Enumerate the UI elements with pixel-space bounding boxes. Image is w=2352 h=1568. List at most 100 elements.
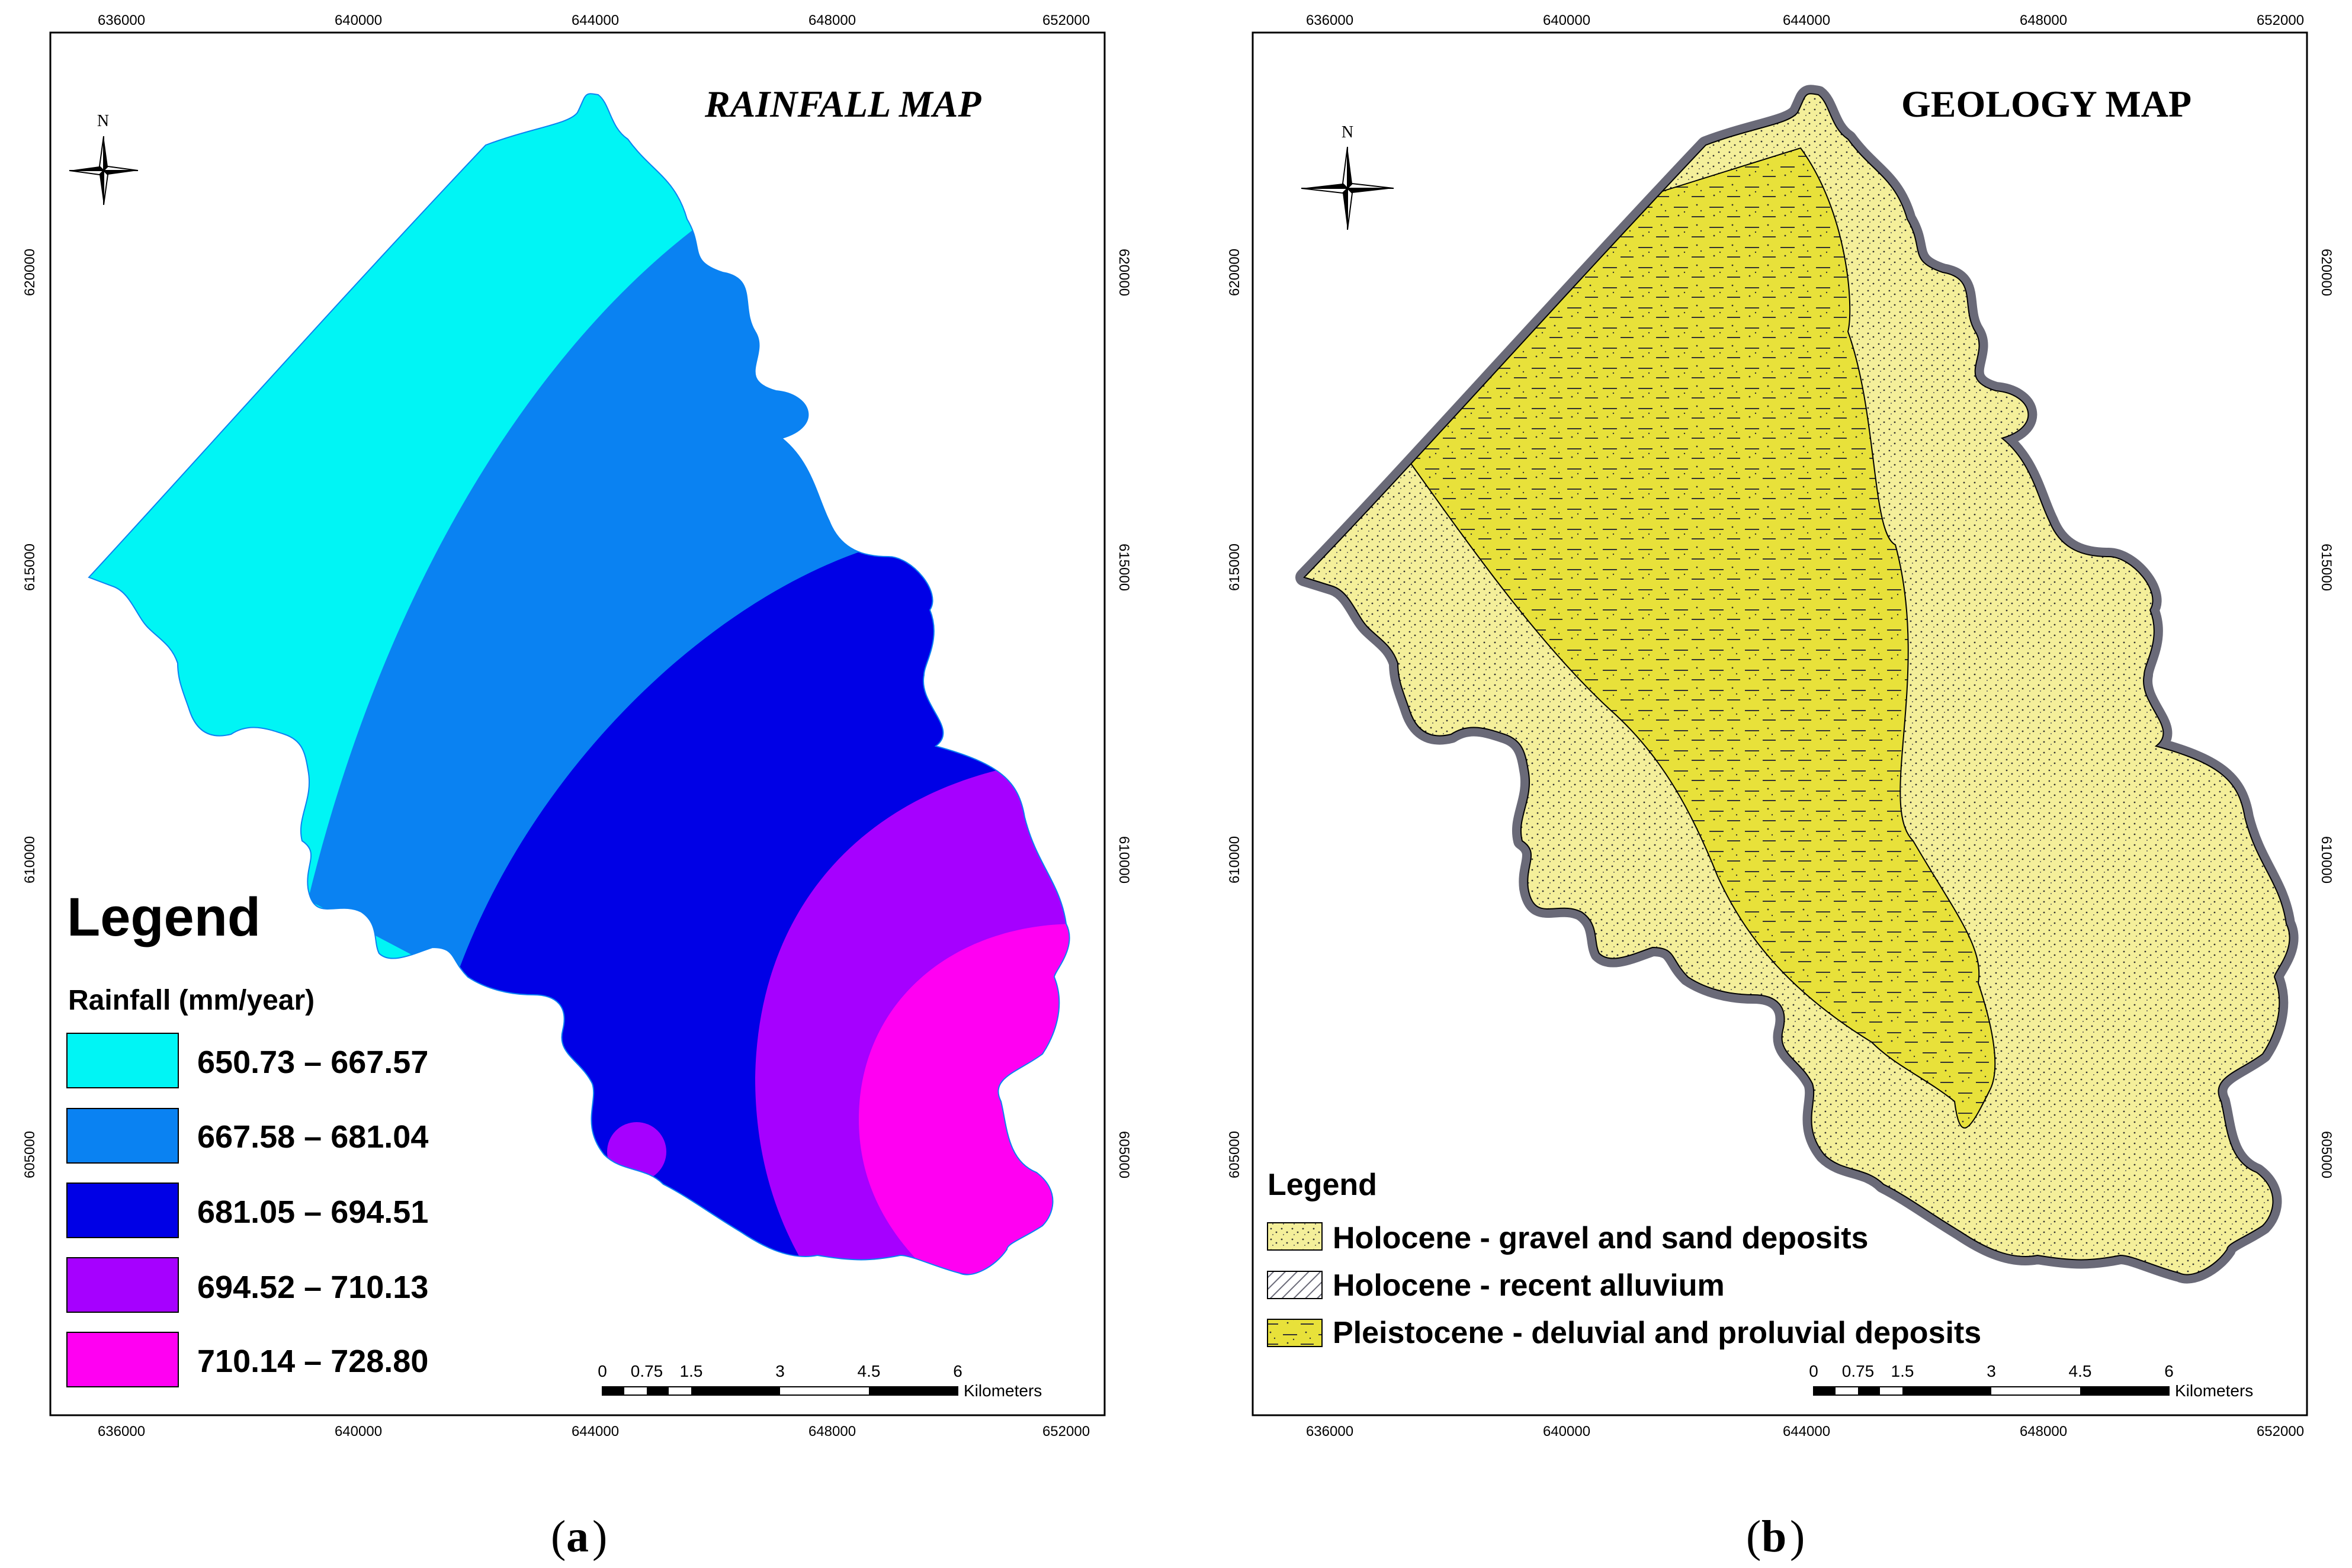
legend-swatch: [66, 1332, 179, 1387]
legend-item: Holocene - gravel and sand deposits: [1267, 1221, 1868, 1255]
north-arrow-icon: N: [1301, 123, 1394, 230]
x-tick-label: 652000: [2257, 1424, 2304, 1440]
panel-b-geology-map: 636000 640000 644000 648000 652000 63600…: [1227, 12, 2334, 1561]
panel-a-scale-bar: 0 0.75 1.5 3 4.5 6 Kilometers: [598, 1362, 1042, 1400]
svg-text:): ): [1790, 1512, 1805, 1561]
svg-text:): ): [592, 1512, 607, 1561]
y-tick-label: 610000: [22, 836, 38, 883]
legend-item: 681.05 – 694.51: [66, 1183, 428, 1238]
y-tick-label: 615000: [2318, 544, 2334, 591]
scale-unit: Kilometers: [964, 1381, 1042, 1400]
legend-item-label: 681.05 – 694.51: [197, 1194, 428, 1230]
x-tick-label: 640000: [335, 12, 382, 28]
y-tick-label: 610000: [1116, 836, 1132, 883]
x-tick-label: 640000: [335, 1424, 382, 1440]
y-tick-label: 615000: [1227, 544, 1243, 591]
caption-letter: a: [566, 1512, 589, 1561]
panel-a-y-ticks-right: 620000 615000 610000 605000: [1116, 249, 1132, 1178]
y-tick-label: 605000: [22, 1131, 38, 1178]
legend-item-label: Holocene - recent alluvium: [1333, 1268, 1725, 1303]
legend-heading: Legend: [1268, 1168, 1377, 1202]
scale-label: 4.5: [2069, 1362, 2092, 1380]
svg-text:(: (: [1746, 1512, 1761, 1561]
panel-a-caption: ( a ): [551, 1512, 607, 1561]
scale-label: 0.75: [1842, 1362, 1875, 1380]
unit-pleistocene: [1408, 147, 1996, 1129]
scale-label: 0: [1809, 1362, 1818, 1380]
x-tick-label: 652000: [1042, 1424, 1090, 1440]
scale-unit: Kilometers: [2175, 1381, 2253, 1400]
panel-b-caption: ( b ): [1746, 1512, 1805, 1561]
legend-item: 667.58 – 681.04: [66, 1108, 428, 1164]
y-tick-label: 610000: [2318, 836, 2334, 883]
panel-b-title: GEOLOGY MAP: [1901, 83, 2191, 125]
panel-a-title: RAINFALL MAP: [704, 83, 981, 125]
legend-subheading: Rainfall (mm/year): [68, 985, 315, 1016]
x-tick-label: 648000: [808, 12, 856, 28]
x-tick-label: 648000: [2020, 1424, 2067, 1440]
scale-label: 0: [598, 1362, 607, 1380]
panel-b-y-ticks-right: 620000 615000 610000 605000: [2318, 249, 2334, 1178]
x-tick-label: 636000: [98, 1424, 145, 1440]
legend-item-label: 667.58 – 681.04: [197, 1119, 428, 1155]
y-tick-label: 605000: [2318, 1131, 2334, 1178]
panel-a-x-ticks-top: 636000 640000 644000 648000 652000: [98, 12, 1090, 28]
scale-label: 1.5: [1891, 1362, 1914, 1380]
x-tick-label: 644000: [572, 1424, 619, 1440]
legend-item: Pleistocene - deluvial and proluvial dep…: [1267, 1316, 1981, 1350]
x-tick-label: 648000: [808, 1424, 856, 1440]
legend-item-label: 694.52 – 710.13: [197, 1270, 428, 1305]
panel-b-scale-bar: 0 0.75 1.5 3 4.5 6 Kilometers: [1809, 1362, 2253, 1400]
x-tick-label: 636000: [1306, 12, 1353, 28]
y-tick-label: 620000: [1116, 249, 1132, 296]
x-tick-label: 644000: [1783, 12, 1830, 28]
north-label: N: [97, 112, 109, 130]
legend-swatch: [1267, 1319, 1323, 1347]
y-tick-label: 605000: [1116, 1131, 1132, 1178]
y-tick-label: 620000: [2318, 249, 2334, 296]
scale-label: 1.5: [680, 1362, 703, 1380]
x-tick-label: 652000: [1042, 12, 1090, 28]
panel-a-x-ticks-bottom: 636000 640000 644000 648000 652000: [98, 1424, 1090, 1440]
x-tick-label: 644000: [1783, 1424, 1830, 1440]
y-tick-label: 620000: [1227, 249, 1243, 296]
legend-item: 650.73 – 667.57: [66, 1033, 428, 1088]
x-tick-label: 636000: [1306, 1424, 1353, 1440]
x-tick-label: 648000: [2020, 12, 2067, 28]
x-tick-label: 640000: [1543, 1424, 1590, 1440]
legend-item: 694.52 – 710.13: [66, 1257, 428, 1313]
panel-b-y-ticks-left: 620000 615000 610000 605000: [1227, 249, 1243, 1178]
legend-item-label: 710.14 – 728.80: [197, 1344, 428, 1379]
y-tick-label: 615000: [22, 544, 38, 591]
y-tick-label: 610000: [1227, 836, 1243, 883]
svg-text:(: (: [551, 1512, 566, 1561]
caption-letter: b: [1761, 1512, 1786, 1561]
legend-item-label: Pleistocene - deluvial and proluvial dep…: [1333, 1316, 1981, 1350]
north-label: N: [1342, 123, 1353, 142]
legend-swatch: [66, 1257, 179, 1313]
scale-label: 4.5: [858, 1362, 881, 1380]
y-tick-label: 620000: [22, 249, 38, 296]
legend-item: Holocene - recent alluvium: [1267, 1268, 1725, 1303]
north-arrow-icon: N: [69, 112, 139, 205]
y-tick-label: 615000: [1116, 544, 1132, 591]
scale-label: 0.75: [631, 1362, 663, 1380]
scale-label: 3: [775, 1362, 785, 1380]
legend-item-label: 650.73 – 667.57: [197, 1045, 428, 1080]
legend-swatch: [66, 1183, 179, 1238]
scale-label: 6: [953, 1362, 962, 1380]
scale-label: 6: [2164, 1362, 2174, 1380]
panel-b-legend: Legend Holocene - gravel and sand deposi…: [1267, 1168, 1981, 1350]
legend-swatch: [66, 1108, 179, 1164]
x-tick-label: 644000: [572, 12, 619, 28]
panel-b-x-ticks-top: 636000 640000 644000 648000 652000: [1306, 12, 2304, 28]
x-tick-label: 640000: [1543, 12, 1590, 28]
panel-b-x-ticks-bottom: 636000 640000 644000 648000 652000: [1306, 1424, 2304, 1440]
legend-item-label: Holocene - gravel and sand deposits: [1333, 1221, 1868, 1255]
scale-label: 3: [1987, 1362, 1996, 1380]
legend-heading: Legend: [67, 887, 261, 947]
y-tick-label: 605000: [1227, 1131, 1243, 1178]
panel-a-y-ticks-left: 620000 615000 610000 605000: [22, 249, 38, 1178]
legend-swatch: [66, 1033, 179, 1088]
